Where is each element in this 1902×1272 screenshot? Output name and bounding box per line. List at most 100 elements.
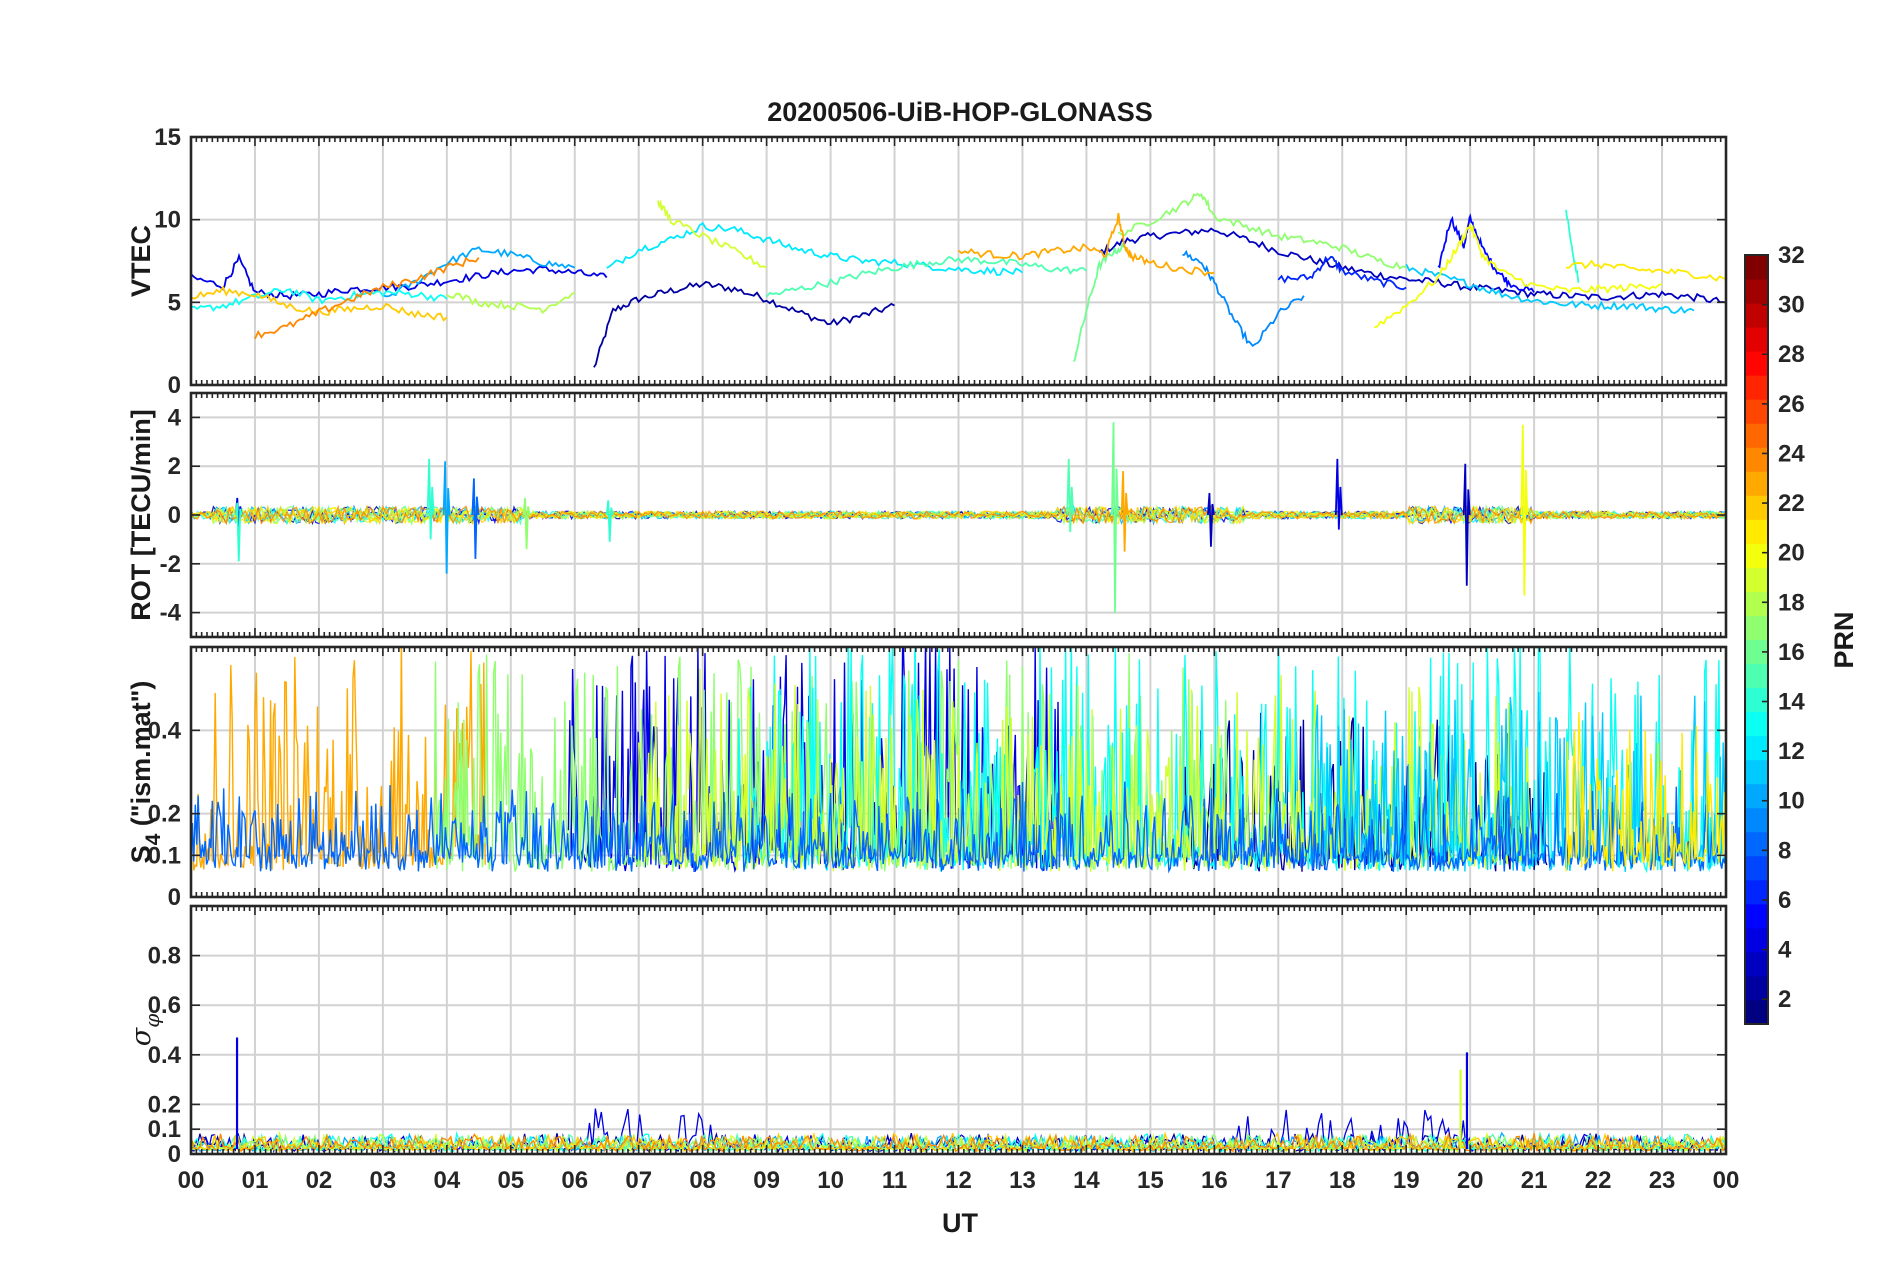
xtick-label: 00 [1713, 1167, 1740, 1194]
s4-ylabel: S4 ("ism.mat") [126, 681, 165, 864]
colorbar-tick-label: 14 [1778, 689, 1805, 716]
colorbar-swatch-17 [1745, 615, 1768, 640]
vtec-series-prn-11 [1405, 263, 1695, 314]
s4-series-prn-8 [191, 781, 1726, 874]
xtick-label: 06 [561, 1167, 588, 1194]
colorbar-tick-label: 24 [1778, 440, 1805, 467]
panel-rot: -4 -2 0 2 4 ROT [TECU/min] [126, 391, 1728, 639]
xtick-label: 14 [1073, 1167, 1100, 1194]
vtec-series-prn-19 [657, 198, 767, 269]
xtick-label: 15 [1137, 1167, 1164, 1194]
xtick-label: 04 [433, 1167, 460, 1194]
rot-series-prn-24 [191, 504, 1726, 526]
colorbar-swatch-6 [1745, 879, 1768, 905]
rot-ytick-label: 4 [168, 404, 182, 431]
s4-ytick-label: 0.1 [148, 842, 181, 869]
colorbar-swatch-2 [1745, 975, 1768, 1001]
rot-ytick-label: -2 [160, 551, 181, 578]
xtick-label: 10 [817, 1167, 844, 1194]
xtick-label: 02 [306, 1167, 333, 1194]
xtick-label: 16 [1201, 1167, 1228, 1194]
s4-ytick-label: 0.2 [148, 801, 181, 828]
colorbar-tick-label: 30 [1778, 292, 1805, 319]
panel-sigma-phi: 00.10.2 0.4 0.6 0.8 σφ 00 01 02 03 04 05 06 07 08 09 10… [126, 904, 1740, 1194]
xtick-label: 01 [242, 1167, 269, 1194]
xtick-label: 21 [1521, 1167, 1548, 1194]
xtick-label: 13 [1009, 1167, 1036, 1194]
xtick-label: 03 [370, 1167, 397, 1194]
colorbar-tick-label: 10 [1778, 788, 1805, 815]
vtec-series-prn-21 [1566, 259, 1726, 282]
x-axis-label: UT [942, 1208, 978, 1238]
vtec-ytick-label: 10 [154, 207, 181, 234]
colorbar-swatch-27 [1745, 375, 1768, 400]
vtec-series-prn-9 [1182, 249, 1305, 348]
colorbar-swatch-29 [1745, 327, 1768, 352]
xtick-label: 11 [882, 1167, 907, 1194]
vtec-series-prn-2 [593, 280, 895, 368]
rot-frame [189, 391, 1728, 639]
xtick-label: 22 [1585, 1167, 1612, 1194]
rot-series-prn-22 [191, 504, 1726, 526]
colorbar-swatch-4 [1745, 927, 1768, 953]
rot-spike-4 [471, 478, 480, 559]
colorbar-swatch-10 [1745, 783, 1768, 809]
vtec-series-prn-10 [382, 246, 576, 298]
colorbar-swatch-15 [1745, 663, 1768, 689]
xtick-label: 08 [689, 1167, 716, 1194]
colorbar-tick-label: 2 [1778, 986, 1791, 1013]
colorbar-swatch-11 [1745, 759, 1768, 785]
vtec-series-prn-18 [446, 291, 576, 314]
rot-spike-9 [1120, 471, 1129, 552]
rot-spike-5 [522, 497, 531, 550]
sigma-phi-frame [189, 904, 1728, 1156]
colorbar-swatch-28 [1745, 351, 1768, 376]
colorbar-tick-label: 4 [1778, 937, 1792, 964]
rot-spike-10 [1207, 492, 1215, 547]
rot-ylabel: ROT [TECU/min] [126, 409, 156, 620]
rot-ytick-label: 2 [168, 453, 181, 480]
colorbar-tick-label: 32 [1778, 242, 1805, 269]
colorbar-swatch-16 [1745, 639, 1768, 665]
colorbar-swatch-30 [1745, 303, 1768, 328]
colorbar-tick-label: 16 [1778, 639, 1805, 666]
sigma-phi-ytick-label: 0.8 [148, 943, 181, 970]
vtec-series-prn-15 [765, 255, 1088, 298]
colorbar-swatch-13 [1745, 711, 1768, 737]
colorbar-swatch-12 [1745, 735, 1768, 761]
colorbar-swatch-25 [1745, 423, 1768, 448]
vtec-ytick-label: 5 [168, 289, 181, 316]
s4-data [191, 647, 1726, 874]
rot-spike-12 [1462, 463, 1471, 586]
sigma-ylabel: σφ [126, 1014, 164, 1046]
s4-series-prn-11 [1309, 691, 1726, 872]
xtick-label: 00 [178, 1167, 205, 1194]
vtec-series-prn-16 [1072, 242, 1126, 363]
colorbar-swatch-19 [1745, 567, 1768, 592]
sigma-phi-ytick-label: 0.4 [148, 1042, 182, 1069]
colorbar-tick-label: 20 [1778, 540, 1805, 567]
rot-spike-3 [426, 458, 435, 540]
colorbar-tick-label: 22 [1778, 490, 1805, 517]
xtick-label: 23 [1649, 1167, 1676, 1194]
colorbar-swatch-14 [1745, 687, 1768, 713]
rot-ytick-label: 0 [168, 502, 181, 529]
vtec-series-prn-3 [1098, 227, 1726, 304]
s4-ytick-label: 0 [168, 884, 181, 911]
xtick-label: 20 [1457, 1167, 1484, 1194]
colorbar-tick-label: 28 [1778, 341, 1805, 368]
colorbar-frame [1744, 254, 1769, 1025]
rot-spike-2 [442, 461, 451, 574]
rot-spike-13 [1520, 424, 1529, 596]
panel-vtec: 0 5 10 15 VTEC [126, 124, 1728, 399]
rot-spike-8 [1111, 422, 1119, 613]
colorbar-tick-label: 18 [1778, 589, 1805, 616]
colorbar-swatch-20 [1745, 543, 1768, 568]
xtick-label: 18 [1329, 1167, 1356, 1194]
colorbar-swatch-3 [1745, 951, 1768, 977]
colorbar-swatch-7 [1745, 855, 1768, 881]
colorbar-tick-label: 12 [1778, 738, 1805, 765]
vtec-series-prn-5 [1437, 213, 1535, 293]
